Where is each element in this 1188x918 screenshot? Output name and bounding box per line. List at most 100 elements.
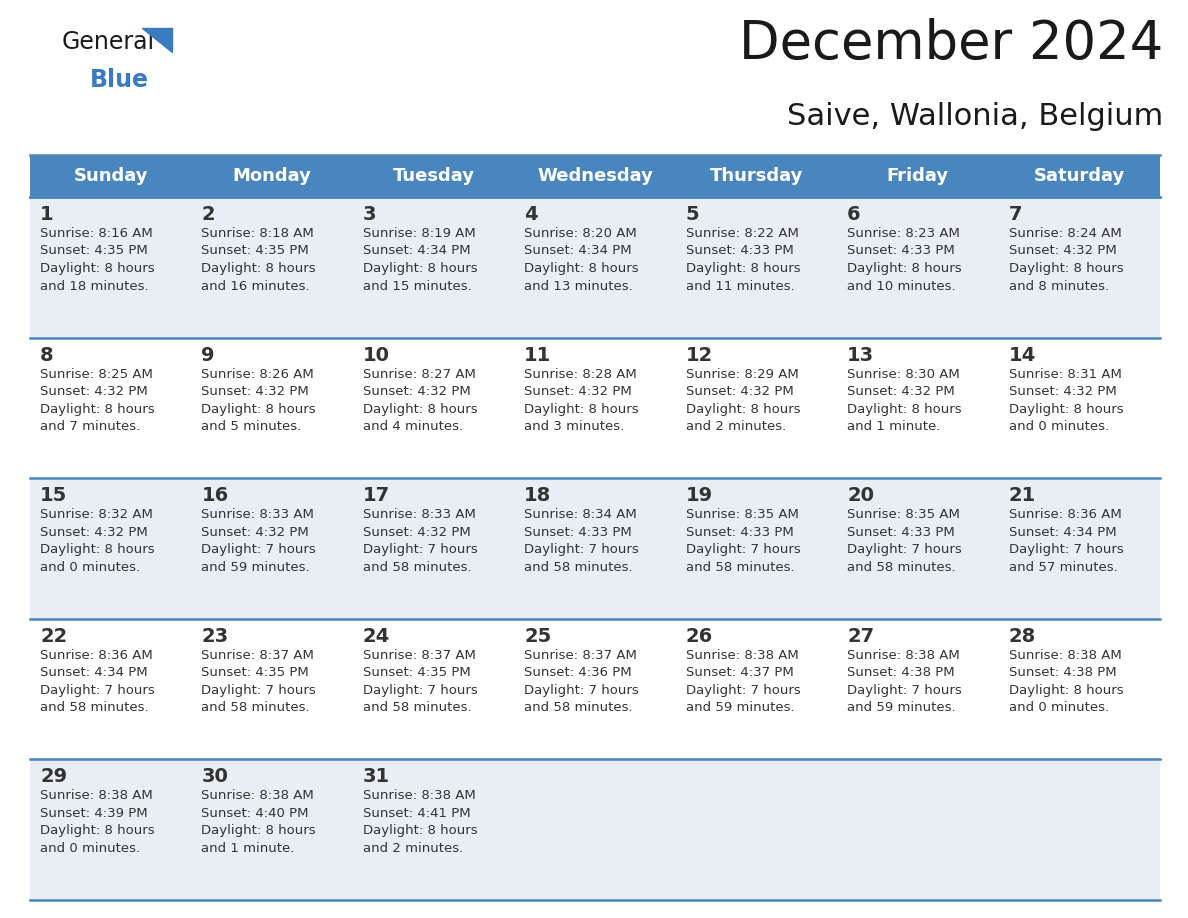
Bar <box>191 338 353 478</box>
Text: 4: 4 <box>524 205 538 224</box>
Text: Sunrise: 8:35 AM
Sunset: 4:33 PM
Daylight: 7 hours
and 58 minutes.: Sunrise: 8:35 AM Sunset: 4:33 PM Dayligh… <box>685 509 801 574</box>
Text: Blue: Blue <box>90 68 148 92</box>
Text: Sunrise: 8:37 AM
Sunset: 4:35 PM
Daylight: 7 hours
and 58 minutes.: Sunrise: 8:37 AM Sunset: 4:35 PM Dayligh… <box>202 649 316 714</box>
Text: Sunrise: 8:26 AM
Sunset: 4:32 PM
Daylight: 8 hours
and 5 minutes.: Sunrise: 8:26 AM Sunset: 4:32 PM Dayligh… <box>202 367 316 433</box>
Text: Sunrise: 8:18 AM
Sunset: 4:35 PM
Daylight: 8 hours
and 16 minutes.: Sunrise: 8:18 AM Sunset: 4:35 PM Dayligh… <box>202 227 316 293</box>
Bar <box>353 619 514 759</box>
Bar <box>191 619 353 759</box>
Text: Saive, Wallonia, Belgium: Saive, Wallonia, Belgium <box>786 102 1163 131</box>
Bar <box>676 338 838 478</box>
Text: 30: 30 <box>202 767 228 787</box>
Text: 20: 20 <box>847 487 874 505</box>
Bar <box>838 338 999 478</box>
Text: Sunrise: 8:38 AM
Sunset: 4:37 PM
Daylight: 7 hours
and 59 minutes.: Sunrise: 8:38 AM Sunset: 4:37 PM Dayligh… <box>685 649 801 714</box>
Bar <box>353 197 514 338</box>
Text: Sunrise: 8:35 AM
Sunset: 4:33 PM
Daylight: 7 hours
and 58 minutes.: Sunrise: 8:35 AM Sunset: 4:33 PM Dayligh… <box>847 509 962 574</box>
Bar <box>514 478 676 619</box>
Text: Tuesday: Tuesday <box>392 167 474 185</box>
Text: 6: 6 <box>847 205 861 224</box>
Text: 25: 25 <box>524 627 551 645</box>
Text: Sunrise: 8:25 AM
Sunset: 4:32 PM
Daylight: 8 hours
and 7 minutes.: Sunrise: 8:25 AM Sunset: 4:32 PM Dayligh… <box>40 367 154 433</box>
Text: 9: 9 <box>202 345 215 364</box>
Text: Sunrise: 8:29 AM
Sunset: 4:32 PM
Daylight: 8 hours
and 2 minutes.: Sunrise: 8:29 AM Sunset: 4:32 PM Dayligh… <box>685 367 801 433</box>
Text: Sunrise: 8:37 AM
Sunset: 4:35 PM
Daylight: 7 hours
and 58 minutes.: Sunrise: 8:37 AM Sunset: 4:35 PM Dayligh… <box>362 649 478 714</box>
Text: Sunrise: 8:19 AM
Sunset: 4:34 PM
Daylight: 8 hours
and 15 minutes.: Sunrise: 8:19 AM Sunset: 4:34 PM Dayligh… <box>362 227 478 293</box>
Text: 16: 16 <box>202 487 228 505</box>
Bar <box>30 155 1159 197</box>
Text: Sunrise: 8:33 AM
Sunset: 4:32 PM
Daylight: 7 hours
and 59 minutes.: Sunrise: 8:33 AM Sunset: 4:32 PM Dayligh… <box>202 509 316 574</box>
Text: Sunrise: 8:27 AM
Sunset: 4:32 PM
Daylight: 8 hours
and 4 minutes.: Sunrise: 8:27 AM Sunset: 4:32 PM Dayligh… <box>362 367 478 433</box>
Bar <box>191 478 353 619</box>
Bar <box>514 759 676 900</box>
Text: 11: 11 <box>524 345 551 364</box>
Text: Saturday: Saturday <box>1034 167 1125 185</box>
Text: 19: 19 <box>685 487 713 505</box>
Text: Sunrise: 8:20 AM
Sunset: 4:34 PM
Daylight: 8 hours
and 13 minutes.: Sunrise: 8:20 AM Sunset: 4:34 PM Dayligh… <box>524 227 639 293</box>
Text: Sunrise: 8:36 AM
Sunset: 4:34 PM
Daylight: 7 hours
and 57 minutes.: Sunrise: 8:36 AM Sunset: 4:34 PM Dayligh… <box>1009 509 1124 574</box>
Text: 17: 17 <box>362 487 390 505</box>
Text: Sunrise: 8:22 AM
Sunset: 4:33 PM
Daylight: 8 hours
and 11 minutes.: Sunrise: 8:22 AM Sunset: 4:33 PM Dayligh… <box>685 227 801 293</box>
Text: Sunrise: 8:28 AM
Sunset: 4:32 PM
Daylight: 8 hours
and 3 minutes.: Sunrise: 8:28 AM Sunset: 4:32 PM Dayligh… <box>524 367 639 433</box>
Text: 8: 8 <box>40 345 53 364</box>
Bar <box>999 478 1159 619</box>
Text: Friday: Friday <box>886 167 949 185</box>
Text: General: General <box>62 30 156 54</box>
Text: Sunrise: 8:31 AM
Sunset: 4:32 PM
Daylight: 8 hours
and 0 minutes.: Sunrise: 8:31 AM Sunset: 4:32 PM Dayligh… <box>1009 367 1123 433</box>
Text: 15: 15 <box>40 487 68 505</box>
Text: Sunday: Sunday <box>74 167 148 185</box>
Text: 27: 27 <box>847 627 874 645</box>
Bar <box>353 478 514 619</box>
Bar <box>30 619 191 759</box>
Bar <box>30 478 191 619</box>
Text: 3: 3 <box>362 205 377 224</box>
Bar <box>353 338 514 478</box>
Bar <box>999 338 1159 478</box>
Text: Sunrise: 8:16 AM
Sunset: 4:35 PM
Daylight: 8 hours
and 18 minutes.: Sunrise: 8:16 AM Sunset: 4:35 PM Dayligh… <box>40 227 154 293</box>
Text: Sunrise: 8:37 AM
Sunset: 4:36 PM
Daylight: 7 hours
and 58 minutes.: Sunrise: 8:37 AM Sunset: 4:36 PM Dayligh… <box>524 649 639 714</box>
Text: 14: 14 <box>1009 345 1036 364</box>
Text: Sunrise: 8:38 AM
Sunset: 4:41 PM
Daylight: 8 hours
and 2 minutes.: Sunrise: 8:38 AM Sunset: 4:41 PM Dayligh… <box>362 789 478 855</box>
Bar <box>30 759 191 900</box>
Bar <box>999 619 1159 759</box>
Text: Sunrise: 8:33 AM
Sunset: 4:32 PM
Daylight: 7 hours
and 58 minutes.: Sunrise: 8:33 AM Sunset: 4:32 PM Dayligh… <box>362 509 478 574</box>
Text: Wednesday: Wednesday <box>537 167 653 185</box>
Text: 29: 29 <box>40 767 68 787</box>
Text: 24: 24 <box>362 627 390 645</box>
Bar <box>999 759 1159 900</box>
Bar <box>999 197 1159 338</box>
Text: 7: 7 <box>1009 205 1022 224</box>
Bar <box>838 619 999 759</box>
Bar <box>191 759 353 900</box>
Text: 21: 21 <box>1009 487 1036 505</box>
Text: Monday: Monday <box>233 167 311 185</box>
Text: 28: 28 <box>1009 627 1036 645</box>
Bar <box>838 759 999 900</box>
Text: 22: 22 <box>40 627 68 645</box>
Text: 1: 1 <box>40 205 53 224</box>
Text: 13: 13 <box>847 345 874 364</box>
Text: 2: 2 <box>202 205 215 224</box>
Bar <box>514 197 676 338</box>
Text: Sunrise: 8:38 AM
Sunset: 4:38 PM
Daylight: 8 hours
and 0 minutes.: Sunrise: 8:38 AM Sunset: 4:38 PM Dayligh… <box>1009 649 1123 714</box>
Text: Sunrise: 8:38 AM
Sunset: 4:40 PM
Daylight: 8 hours
and 1 minute.: Sunrise: 8:38 AM Sunset: 4:40 PM Dayligh… <box>202 789 316 855</box>
Text: Thursday: Thursday <box>709 167 803 185</box>
Bar <box>676 197 838 338</box>
Text: December 2024: December 2024 <box>739 18 1163 70</box>
Bar <box>30 197 191 338</box>
Text: Sunrise: 8:34 AM
Sunset: 4:33 PM
Daylight: 7 hours
and 58 minutes.: Sunrise: 8:34 AM Sunset: 4:33 PM Dayligh… <box>524 509 639 574</box>
Text: 5: 5 <box>685 205 700 224</box>
Text: 31: 31 <box>362 767 390 787</box>
Text: 12: 12 <box>685 345 713 364</box>
Text: Sunrise: 8:36 AM
Sunset: 4:34 PM
Daylight: 7 hours
and 58 minutes.: Sunrise: 8:36 AM Sunset: 4:34 PM Dayligh… <box>40 649 154 714</box>
Bar <box>838 197 999 338</box>
Bar <box>838 478 999 619</box>
Text: 23: 23 <box>202 627 228 645</box>
Text: Sunrise: 8:23 AM
Sunset: 4:33 PM
Daylight: 8 hours
and 10 minutes.: Sunrise: 8:23 AM Sunset: 4:33 PM Dayligh… <box>847 227 962 293</box>
Text: 18: 18 <box>524 487 551 505</box>
Bar <box>191 197 353 338</box>
Bar <box>676 478 838 619</box>
Bar <box>514 338 676 478</box>
Bar <box>514 619 676 759</box>
Text: 26: 26 <box>685 627 713 645</box>
Text: Sunrise: 8:38 AM
Sunset: 4:38 PM
Daylight: 7 hours
and 59 minutes.: Sunrise: 8:38 AM Sunset: 4:38 PM Dayligh… <box>847 649 962 714</box>
